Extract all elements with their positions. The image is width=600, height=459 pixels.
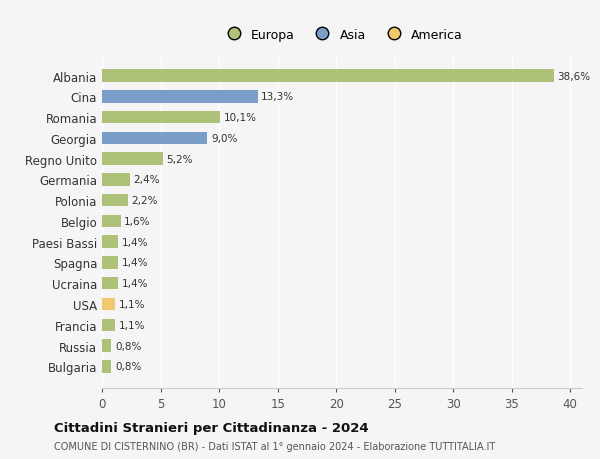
Bar <box>102 195 128 207</box>
Text: 1,1%: 1,1% <box>118 320 145 330</box>
Bar <box>102 298 115 311</box>
Text: Cittadini Stranieri per Cittadinanza - 2024: Cittadini Stranieri per Cittadinanza - 2… <box>54 421 368 434</box>
Text: 1,4%: 1,4% <box>122 258 148 268</box>
Bar <box>102 70 554 83</box>
Text: 10,1%: 10,1% <box>224 113 257 123</box>
Bar <box>102 340 112 352</box>
Text: 2,4%: 2,4% <box>134 175 160 185</box>
Legend: Europa, Asia, America: Europa, Asia, America <box>217 25 467 45</box>
Bar <box>102 132 208 145</box>
Bar <box>102 91 258 103</box>
Text: 1,4%: 1,4% <box>122 237 148 247</box>
Bar <box>102 153 163 166</box>
Bar <box>102 319 115 331</box>
Text: 2,2%: 2,2% <box>131 196 158 206</box>
Bar <box>102 112 220 124</box>
Text: 1,1%: 1,1% <box>118 299 145 309</box>
Text: 38,6%: 38,6% <box>557 72 590 81</box>
Bar <box>102 174 130 186</box>
Bar <box>102 277 118 290</box>
Bar <box>102 236 118 248</box>
Text: 1,6%: 1,6% <box>124 217 151 226</box>
Text: 0,8%: 0,8% <box>115 362 141 371</box>
Text: 1,4%: 1,4% <box>122 279 148 289</box>
Text: 9,0%: 9,0% <box>211 134 237 144</box>
Text: COMUNE DI CISTERNINO (BR) - Dati ISTAT al 1° gennaio 2024 - Elaborazione TUTTITA: COMUNE DI CISTERNINO (BR) - Dati ISTAT a… <box>54 441 495 451</box>
Text: 5,2%: 5,2% <box>166 154 193 164</box>
Bar <box>102 257 118 269</box>
Bar <box>102 215 121 228</box>
Text: 0,8%: 0,8% <box>115 341 141 351</box>
Text: 13,3%: 13,3% <box>261 92 295 102</box>
Bar <box>102 360 112 373</box>
